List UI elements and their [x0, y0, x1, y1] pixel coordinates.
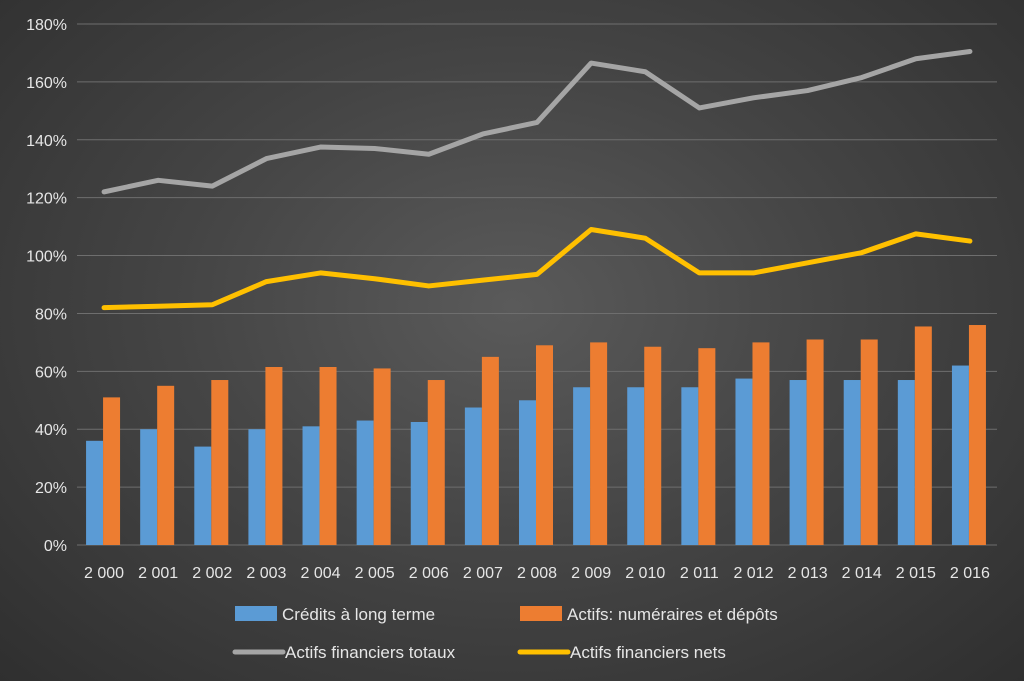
bar: [211, 380, 229, 545]
bar: [644, 346, 662, 545]
x-tick-label: 2 014: [842, 565, 882, 582]
x-tick-label: 2 006: [409, 565, 449, 582]
y-tick-label: 0%: [44, 538, 67, 555]
bar: [248, 429, 266, 545]
x-tick-label: 2 016: [950, 565, 990, 582]
x-tick-label: 2 013: [788, 565, 828, 582]
y-tick-label: 120%: [26, 191, 67, 208]
y-tick-label: 20%: [35, 480, 67, 497]
bar: [573, 387, 591, 545]
series-line: [101, 227, 973, 311]
x-tick-label: 2 009: [571, 565, 611, 582]
bar: [302, 426, 320, 545]
x-tick-label: 2 002: [192, 565, 232, 582]
bar: [843, 380, 861, 545]
bar: [681, 387, 699, 545]
bar: [140, 429, 158, 545]
y-tick-label: 140%: [26, 133, 67, 150]
bar: [914, 326, 932, 545]
x-tick-label: 2 003: [246, 565, 286, 582]
x-tick-label: 2 007: [463, 565, 503, 582]
bar: [519, 400, 536, 545]
y-tick-label: 40%: [35, 422, 67, 439]
legend-label: Actifs financiers nets: [570, 643, 726, 662]
bar: [427, 380, 445, 545]
bar: [860, 339, 878, 545]
legend-label: Actifs: numéraires et dépôts: [567, 605, 778, 624]
x-tick-label: 2 012: [733, 565, 773, 582]
y-tick-label: 180%: [26, 17, 67, 34]
bar: [410, 421, 428, 545]
bar: [265, 366, 283, 545]
bars: [86, 325, 986, 545]
bar: [789, 380, 807, 545]
bar: [86, 440, 104, 545]
bar: [157, 385, 175, 545]
x-tick-label: 2 008: [517, 565, 557, 582]
series-line: [101, 48, 973, 195]
y-tick-label: 80%: [35, 306, 67, 323]
bar: [481, 356, 499, 545]
x-axis-ticks: 2 000 2 001 2 002 2 003 2 004 2 005 2 006 2 007…: [84, 565, 990, 582]
legend-label: Actifs financiers totaux: [285, 643, 456, 662]
x-tick-label: 2 000: [84, 565, 124, 582]
y-tick-label: 60%: [35, 364, 67, 381]
x-tick-label: 2 001: [138, 565, 178, 582]
x-tick-label: 2 015: [896, 565, 936, 582]
x-tick-label: 2 005: [355, 565, 395, 582]
bar: [735, 378, 753, 545]
bar: [968, 325, 986, 545]
gridlines: [77, 23, 997, 546]
legend-label: Crédits à long terme: [282, 605, 435, 624]
legend-swatch: [235, 606, 277, 621]
bar: [103, 397, 121, 545]
x-tick-label: 2 004: [301, 565, 341, 582]
lines: [101, 48, 973, 311]
bar: [752, 342, 770, 545]
bar: [464, 407, 482, 545]
bar: [319, 366, 337, 545]
y-tick-label: 160%: [26, 75, 67, 92]
bar: [194, 446, 212, 545]
bar: [627, 387, 645, 545]
bar: [897, 380, 915, 545]
x-tick-label: 2 011: [680, 565, 719, 582]
bar: [698, 348, 716, 545]
bar: [536, 345, 553, 545]
bar: [373, 368, 391, 545]
legend: Crédits à long terme Actifs: numéraires e…: [232, 605, 778, 662]
x-tick-label: 2 010: [625, 565, 665, 582]
legend-swatch: [520, 606, 562, 621]
y-axis-ticks: 0% 20% 40% 60% 80% 100% 120% 140% 160% 180%: [26, 17, 67, 555]
bar: [590, 342, 608, 545]
bar: [356, 420, 374, 545]
bar: [951, 365, 969, 545]
bar: [806, 339, 824, 545]
y-tick-label: 100%: [26, 249, 67, 266]
